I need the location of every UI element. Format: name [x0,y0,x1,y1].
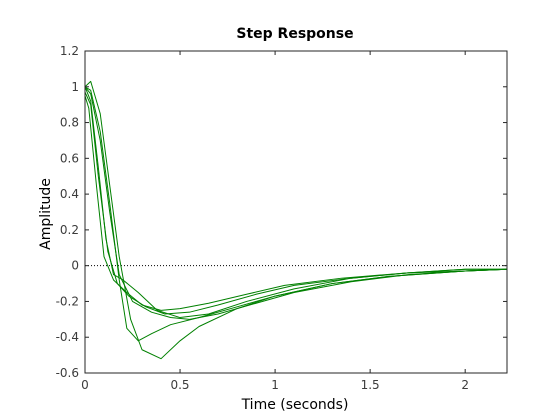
x-tick-label: 0.5 [170,378,189,392]
y-tick-label: 0 [71,259,79,273]
y-tick-label: 1.2 [60,44,79,58]
y-tick-label: 0.2 [60,223,79,237]
series-line-4 [84,86,508,319]
series-line-3 [84,86,508,320]
x-tick-label: 1 [271,378,279,392]
x-tick-label: 0 [81,378,89,392]
axis-ticks-group: 0 0.5 1 1.5 2 -0.6 -0.4 -0.2 0 0.2 0.4 0.6 0.8 1 1.2 [56,44,507,392]
series-line-1 [84,80,508,360]
series-line-6 [84,95,507,311]
y-tick-label: -0.6 [56,366,79,380]
y-tick-label: -0.4 [56,330,79,344]
y-axis-label: Amplitude [38,178,54,250]
series-line-2 [84,86,508,342]
y-tick-label: 0.8 [60,116,79,130]
x-tick-label: 1.5 [361,378,380,392]
x-tick-label: 2 [461,378,469,392]
x-axis-label: Time (seconds) [241,397,349,413]
chart-title: Step Response [236,26,353,42]
y-tick-label: 0.6 [60,151,79,165]
series-line-5 [84,91,507,315]
y-tick-label: -0.2 [56,294,79,308]
y-tick-label: 0.4 [60,187,79,201]
series-group [84,80,508,360]
plot-frame [84,50,508,374]
y-tick-label: 1 [71,80,79,94]
